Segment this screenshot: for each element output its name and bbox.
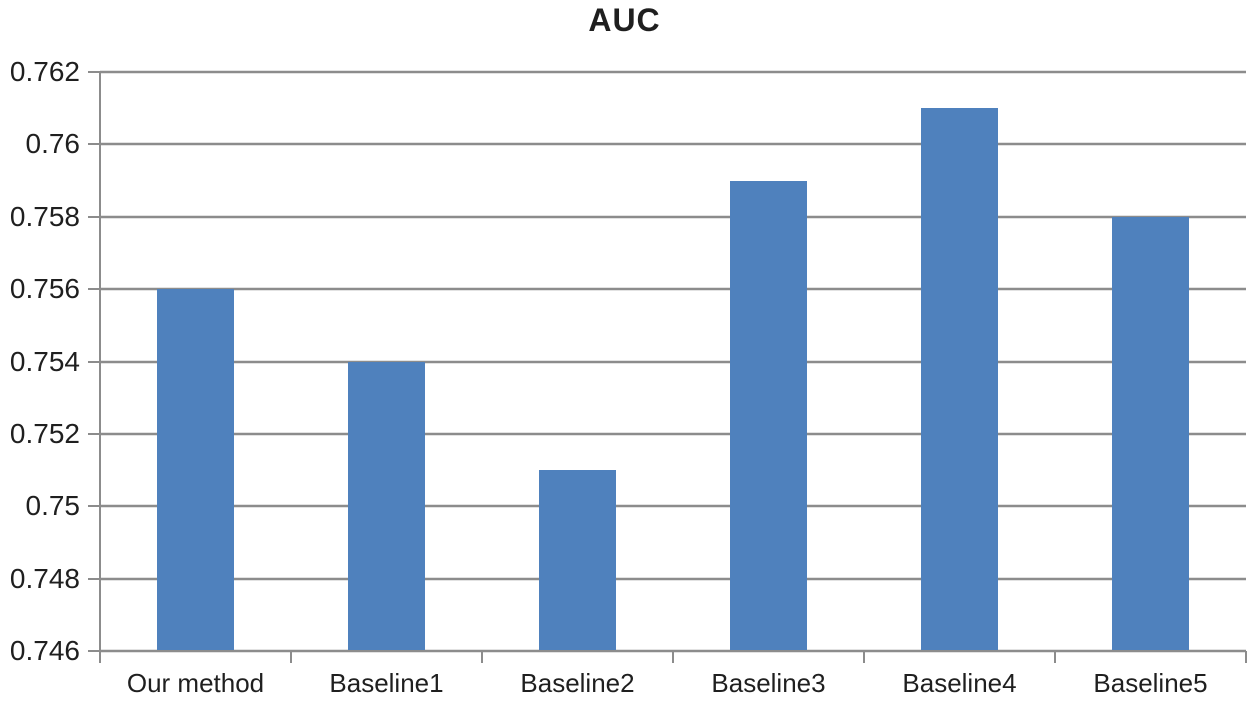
x-category-label: Baseline4 xyxy=(902,668,1017,698)
y-axis-labels: 0.746 0.748 0.75 0.752 0.754 0.756 0.758 0.76 0.… xyxy=(0,0,80,702)
gridline xyxy=(100,577,1246,580)
y-tick-label: 0.76 xyxy=(25,128,81,160)
gridline xyxy=(100,360,1246,363)
y-tick-label: 0.758 xyxy=(9,200,80,232)
bar xyxy=(1112,216,1189,651)
y-axis-line xyxy=(99,72,101,651)
y-tick xyxy=(88,577,100,580)
y-tick xyxy=(88,432,100,435)
gridline xyxy=(100,71,1246,73)
x-category-label: Baseline1 xyxy=(329,668,444,698)
y-tick xyxy=(88,360,100,363)
bar xyxy=(730,180,807,651)
y-tick-label: 0.754 xyxy=(9,345,80,377)
y-tick-label: 0.748 xyxy=(9,562,80,594)
y-tick xyxy=(88,505,100,508)
y-tick xyxy=(88,650,100,652)
gridline xyxy=(100,432,1246,435)
x-category-label: Baseline3 xyxy=(711,668,826,698)
x-tick xyxy=(863,651,865,663)
y-tick xyxy=(88,288,100,291)
x-tick xyxy=(99,651,101,663)
gridline xyxy=(100,143,1246,146)
y-tick-label: 0.746 xyxy=(9,635,80,666)
bar xyxy=(157,289,234,651)
x-tick xyxy=(290,651,292,663)
x-tick xyxy=(672,651,674,663)
plot-area xyxy=(99,71,1246,652)
gridline xyxy=(100,215,1246,218)
y-tick xyxy=(88,71,100,73)
y-tick xyxy=(88,143,100,146)
x-tick xyxy=(1245,651,1247,663)
chart-title: AUC xyxy=(588,2,661,38)
y-tick xyxy=(88,215,100,218)
gridline xyxy=(100,505,1246,508)
x-category-label: Our method xyxy=(126,668,265,698)
x-category-label: Baseline2 xyxy=(520,668,635,698)
x-tick xyxy=(1054,651,1056,663)
y-tick-label: 0.752 xyxy=(9,417,80,449)
y-tick-label: 0.762 xyxy=(9,56,80,87)
bar xyxy=(921,108,998,651)
y-tick-label: 0.756 xyxy=(9,273,80,305)
x-tick xyxy=(481,651,483,663)
y-tick-label: 0.75 xyxy=(25,490,81,522)
x-category-label: Baseline5 xyxy=(1093,668,1208,698)
bar xyxy=(348,361,425,651)
bar xyxy=(539,470,616,651)
gridline xyxy=(100,288,1246,291)
